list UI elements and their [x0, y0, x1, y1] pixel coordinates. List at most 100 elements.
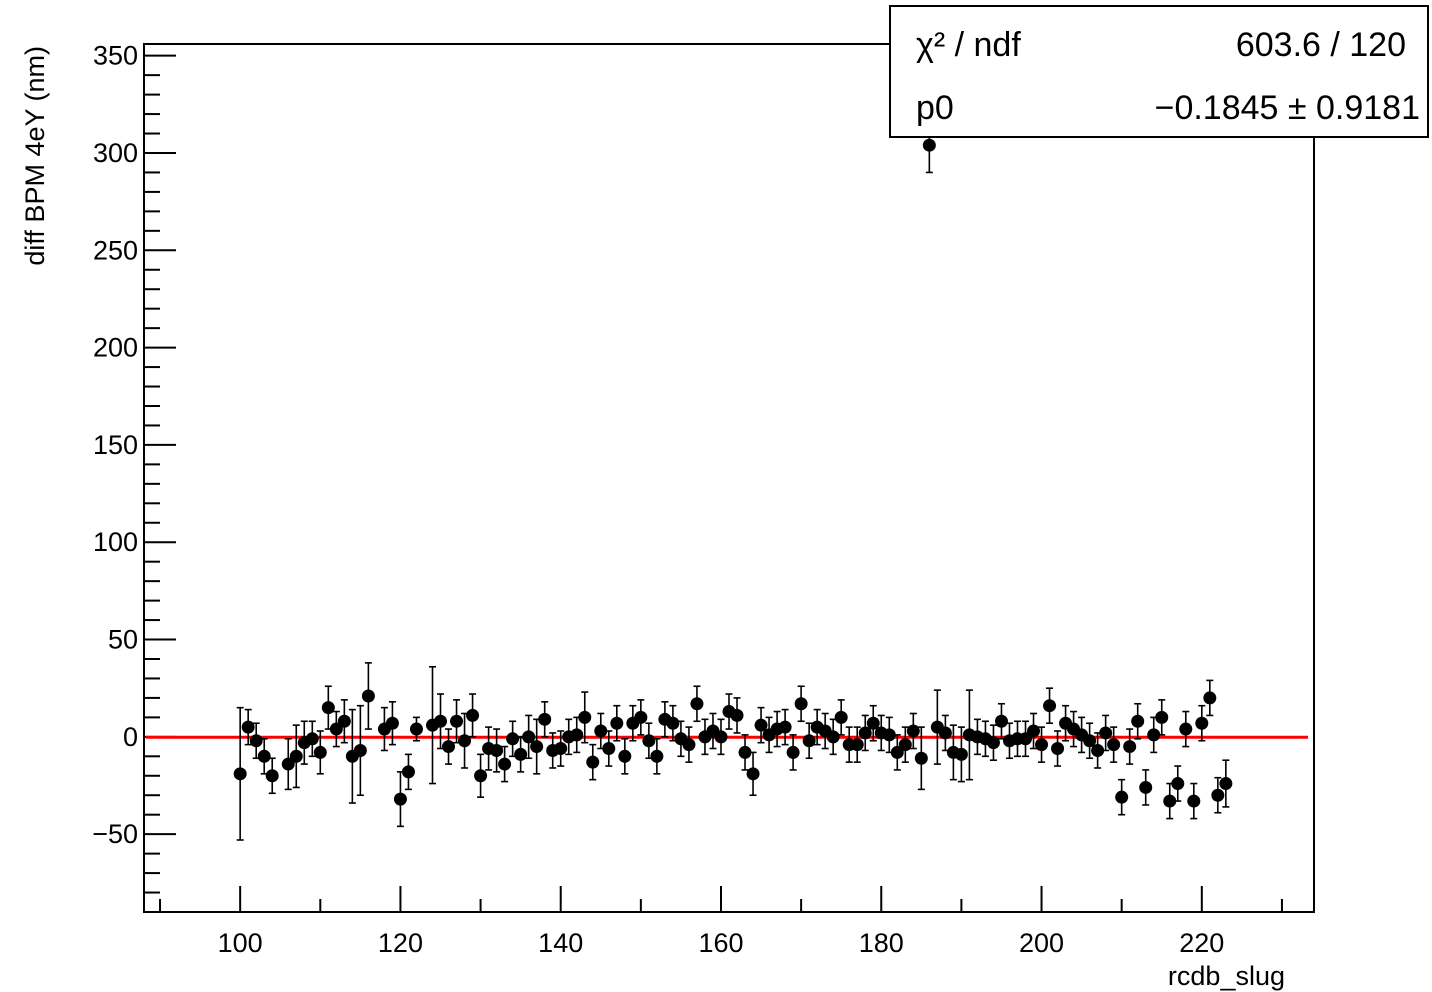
- data-point: [898, 726, 912, 763]
- point-marker: [1043, 699, 1057, 713]
- point-marker: [602, 742, 616, 756]
- point-marker: [1163, 794, 1177, 808]
- x-tick-label: 200: [1019, 928, 1064, 958]
- point-marker: [834, 710, 848, 724]
- point-marker: [682, 738, 696, 752]
- data-point: [434, 693, 448, 750]
- y-tick-label: 300: [93, 138, 138, 168]
- point-marker: [1187, 794, 1201, 808]
- point-marker: [281, 757, 295, 771]
- data-point: [458, 712, 472, 769]
- stats-p0-label: p0: [916, 89, 954, 127]
- fit-stats-box: χ² / ndf 603.6 / 120 p0 −0.1845 ± 0.9181: [889, 5, 1429, 138]
- data-point: [834, 699, 848, 736]
- data-point: [602, 730, 616, 767]
- data-point: [241, 708, 255, 746]
- data-point: [313, 730, 327, 775]
- point-marker: [538, 712, 552, 726]
- point-marker: [442, 740, 456, 754]
- data-point: [321, 685, 335, 730]
- data-point: [329, 710, 343, 748]
- data-point: [401, 753, 415, 791]
- data-point: [1035, 726, 1049, 763]
- point-marker: [1115, 790, 1129, 804]
- data-point: [1043, 687, 1057, 725]
- data-point: [794, 685, 808, 723]
- data-point: [954, 726, 968, 783]
- y-tick-label: 200: [93, 333, 138, 363]
- point-marker: [1107, 738, 1121, 752]
- data-point: [786, 734, 800, 771]
- data-point: [233, 706, 247, 841]
- y-tick-label: 100: [93, 527, 138, 557]
- point-marker: [650, 749, 664, 763]
- y-tick-label: 350: [93, 41, 138, 71]
- data-point: [538, 701, 552, 738]
- data-point: [385, 701, 399, 746]
- point-marker: [1035, 738, 1049, 752]
- y-tick-label: 0: [123, 722, 138, 752]
- point-marker: [642, 734, 656, 748]
- point-marker: [1195, 716, 1209, 730]
- point-marker: [794, 697, 808, 711]
- data-point: [1171, 765, 1185, 802]
- point-marker: [313, 745, 327, 759]
- data-point: [994, 702, 1008, 740]
- point-marker: [938, 726, 952, 740]
- data-point: [906, 712, 920, 750]
- data-point: [490, 728, 504, 773]
- x-tick-label: 100: [218, 928, 263, 958]
- stats-p0-value: −0.1845 ± 0.9181: [1155, 89, 1420, 127]
- data-point: [754, 706, 768, 744]
- point-marker: [882, 728, 896, 742]
- data-point: [337, 699, 351, 744]
- point-marker: [850, 738, 864, 752]
- data-point: [914, 726, 928, 791]
- point-marker: [1203, 691, 1217, 705]
- point-marker: [409, 722, 423, 736]
- data-point: [890, 734, 904, 771]
- stats-chi2-value: 603.6 / 120: [1236, 26, 1406, 64]
- data-point: [586, 743, 600, 781]
- point-marker: [1179, 722, 1193, 736]
- data-point: [1027, 712, 1041, 750]
- point-marker: [570, 728, 584, 742]
- data-point: [850, 726, 864, 763]
- data-point: [858, 714, 872, 752]
- data-point: [634, 699, 648, 736]
- point-marker: [786, 745, 800, 759]
- data-point: [1179, 710, 1193, 748]
- x-tick-label: 220: [1179, 928, 1224, 958]
- y-tick-label: 50: [108, 625, 138, 655]
- x-tick-label: 160: [698, 928, 743, 958]
- data-point: [289, 724, 303, 789]
- point-marker: [474, 769, 488, 783]
- data-point: [1091, 732, 1105, 769]
- point-marker: [994, 714, 1008, 728]
- point-marker: [754, 718, 768, 732]
- point-marker: [498, 757, 512, 771]
- point-marker: [738, 745, 752, 759]
- data-point: [1187, 782, 1201, 820]
- point-marker: [922, 138, 936, 152]
- data-point: [802, 722, 816, 760]
- data-point: [442, 728, 456, 765]
- data-point: [554, 730, 568, 767]
- data-point: [1107, 726, 1121, 763]
- point-marker: [337, 714, 351, 728]
- point-marker: [329, 722, 343, 736]
- point-marker: [401, 765, 415, 779]
- point-marker: [578, 710, 592, 724]
- data-point: [409, 716, 423, 742]
- data-points: [233, 117, 1233, 841]
- data-point: [1019, 720, 1033, 758]
- data-point: [474, 753, 488, 798]
- data-point: [498, 745, 512, 783]
- point-marker: [1123, 740, 1137, 754]
- data-point: [738, 734, 752, 771]
- data-point: [1115, 778, 1129, 816]
- data-point: [562, 718, 576, 756]
- data-point: [1123, 728, 1137, 765]
- point-marker: [514, 747, 528, 761]
